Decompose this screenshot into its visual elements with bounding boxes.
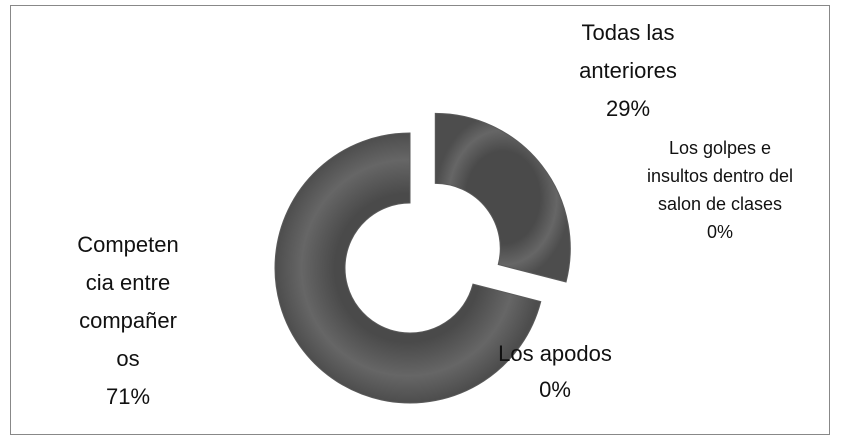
value-label: 0% — [539, 377, 571, 402]
slice-label: Los apodos 0% — [470, 336, 640, 408]
value-label: 29% — [605, 96, 651, 121]
category-label: Los golpes e insultos dentro del salon d… — [646, 138, 794, 214]
category-label: Competencia entre compañeros — [77, 232, 179, 371]
slice-label: Los golpes e insultos dentro del salon d… — [645, 134, 795, 246]
category-label: Todas las anteriores — [579, 20, 677, 83]
donut-slice — [434, 112, 571, 283]
slice-label: Todas las anteriores 29% — [548, 14, 708, 128]
slice-label: Competencia entre compañeros 71% — [74, 226, 182, 416]
donut-slice — [274, 132, 542, 404]
chart-frame — [10, 5, 830, 435]
value-label: 71% — [105, 384, 151, 409]
value-label: 0% — [706, 222, 733, 242]
category-label: Los apodos — [498, 341, 612, 366]
